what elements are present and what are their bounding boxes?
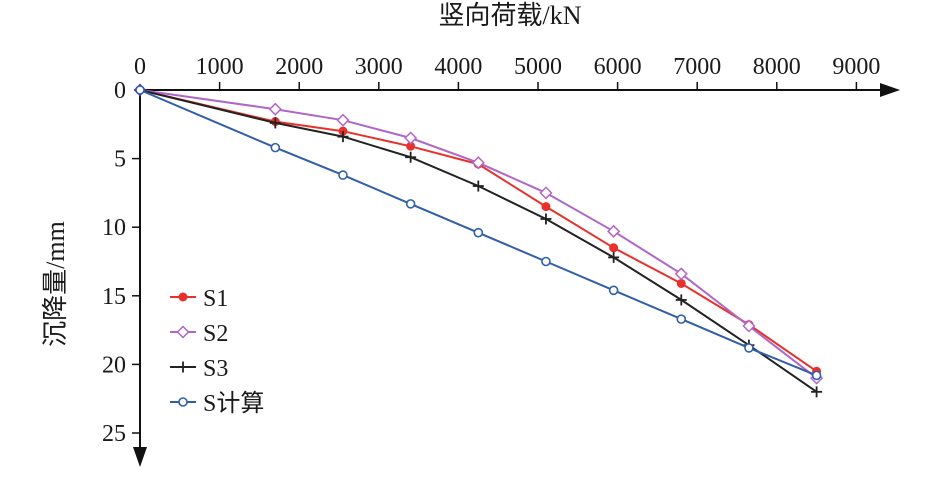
y-tick-label: 25: [102, 421, 126, 447]
series-1-point: [676, 278, 686, 288]
legend-swatch-marker: [178, 397, 188, 407]
series-3-point: [608, 251, 620, 263]
x-tick-label: 7000: [673, 54, 721, 80]
legend-label: S3: [203, 356, 228, 382]
series-3-point: [811, 386, 823, 398]
y-tick-label: 15: [102, 284, 126, 310]
x-tick-label: 5000: [514, 54, 562, 80]
x-axis-title: 竖向荷载/kN: [438, 1, 581, 30]
x-tick-label: 1000: [196, 54, 244, 80]
series-4-point: [405, 199, 416, 209]
x-tick-label: 8000: [753, 54, 801, 80]
x-tick-label: 9000: [832, 54, 880, 80]
series-3-point: [472, 180, 484, 192]
series-1-point: [609, 243, 619, 253]
legend-item-4: S计算: [170, 390, 264, 417]
series-4-point: [744, 343, 754, 353]
legend: S1 S2 S3 S计算: [170, 286, 264, 417]
series-2-point: [471, 156, 485, 170]
legend-swatch-marker: [176, 325, 190, 339]
series-layer: [133, 83, 824, 398]
y-tick-label: 0: [114, 78, 126, 104]
y-axis-arrow: [133, 447, 147, 467]
axes-layer: [133, 83, 900, 467]
series-1: [135, 85, 822, 376]
x-tick-label: 0: [134, 54, 146, 80]
series-2-point: [607, 224, 621, 238]
series-2-point: [404, 131, 418, 145]
series-3-point: [405, 151, 417, 163]
series-2-point: [539, 186, 553, 200]
series-4-point: [541, 256, 551, 267]
y-axis-title: 沉降量/mm: [41, 221, 70, 347]
series-3-point: [337, 131, 349, 143]
legend-item-1: S1: [170, 286, 228, 312]
series-2-point: [268, 102, 282, 116]
series-4: [135, 85, 822, 381]
legend-swatch-marker: [178, 292, 188, 302]
legend-swatch-marker: [177, 361, 189, 373]
y-tick-label: 20: [102, 352, 126, 378]
series-3-point: [675, 294, 687, 306]
series-3-point: [540, 213, 552, 225]
x-tick-label: 3000: [355, 54, 403, 80]
legend-item-2: S2: [170, 321, 228, 347]
series-3-point: [269, 117, 281, 129]
series-3: [134, 84, 823, 398]
series-1-line: [139, 89, 818, 373]
x-tick-label: 4000: [434, 54, 482, 80]
series-2-point: [742, 319, 756, 333]
series-4-point: [676, 314, 687, 324]
x-tick-label: 2000: [275, 54, 323, 80]
series-2-point: [674, 267, 688, 281]
series-4-line: [139, 89, 817, 377]
series-4-point: [473, 227, 484, 238]
y-tick-label: 10: [102, 215, 126, 241]
series-2-line: [139, 89, 818, 379]
legend-label: S1: [203, 286, 228, 312]
series-4-point: [811, 370, 822, 381]
legend-label: S计算: [203, 390, 264, 417]
series-1-point: [541, 202, 551, 212]
legend-label: S2: [203, 321, 228, 347]
y-tick-label: 5: [114, 147, 126, 173]
ticks-layer: 0 1000 2000 3000 4000 5000 6000 7000 8000 9000 0 5 1…: [102, 54, 880, 447]
series-4-point: [135, 85, 145, 95]
series-4-point: [338, 170, 348, 180]
series-4-point: [270, 142, 281, 153]
series-3-line: [139, 89, 818, 393]
series-4-point: [608, 285, 619, 296]
legend-item-3: S3: [170, 356, 228, 382]
x-axis-arrow: [880, 83, 900, 97]
x-tick-label: 6000: [594, 54, 642, 80]
series-2-point: [336, 113, 350, 127]
